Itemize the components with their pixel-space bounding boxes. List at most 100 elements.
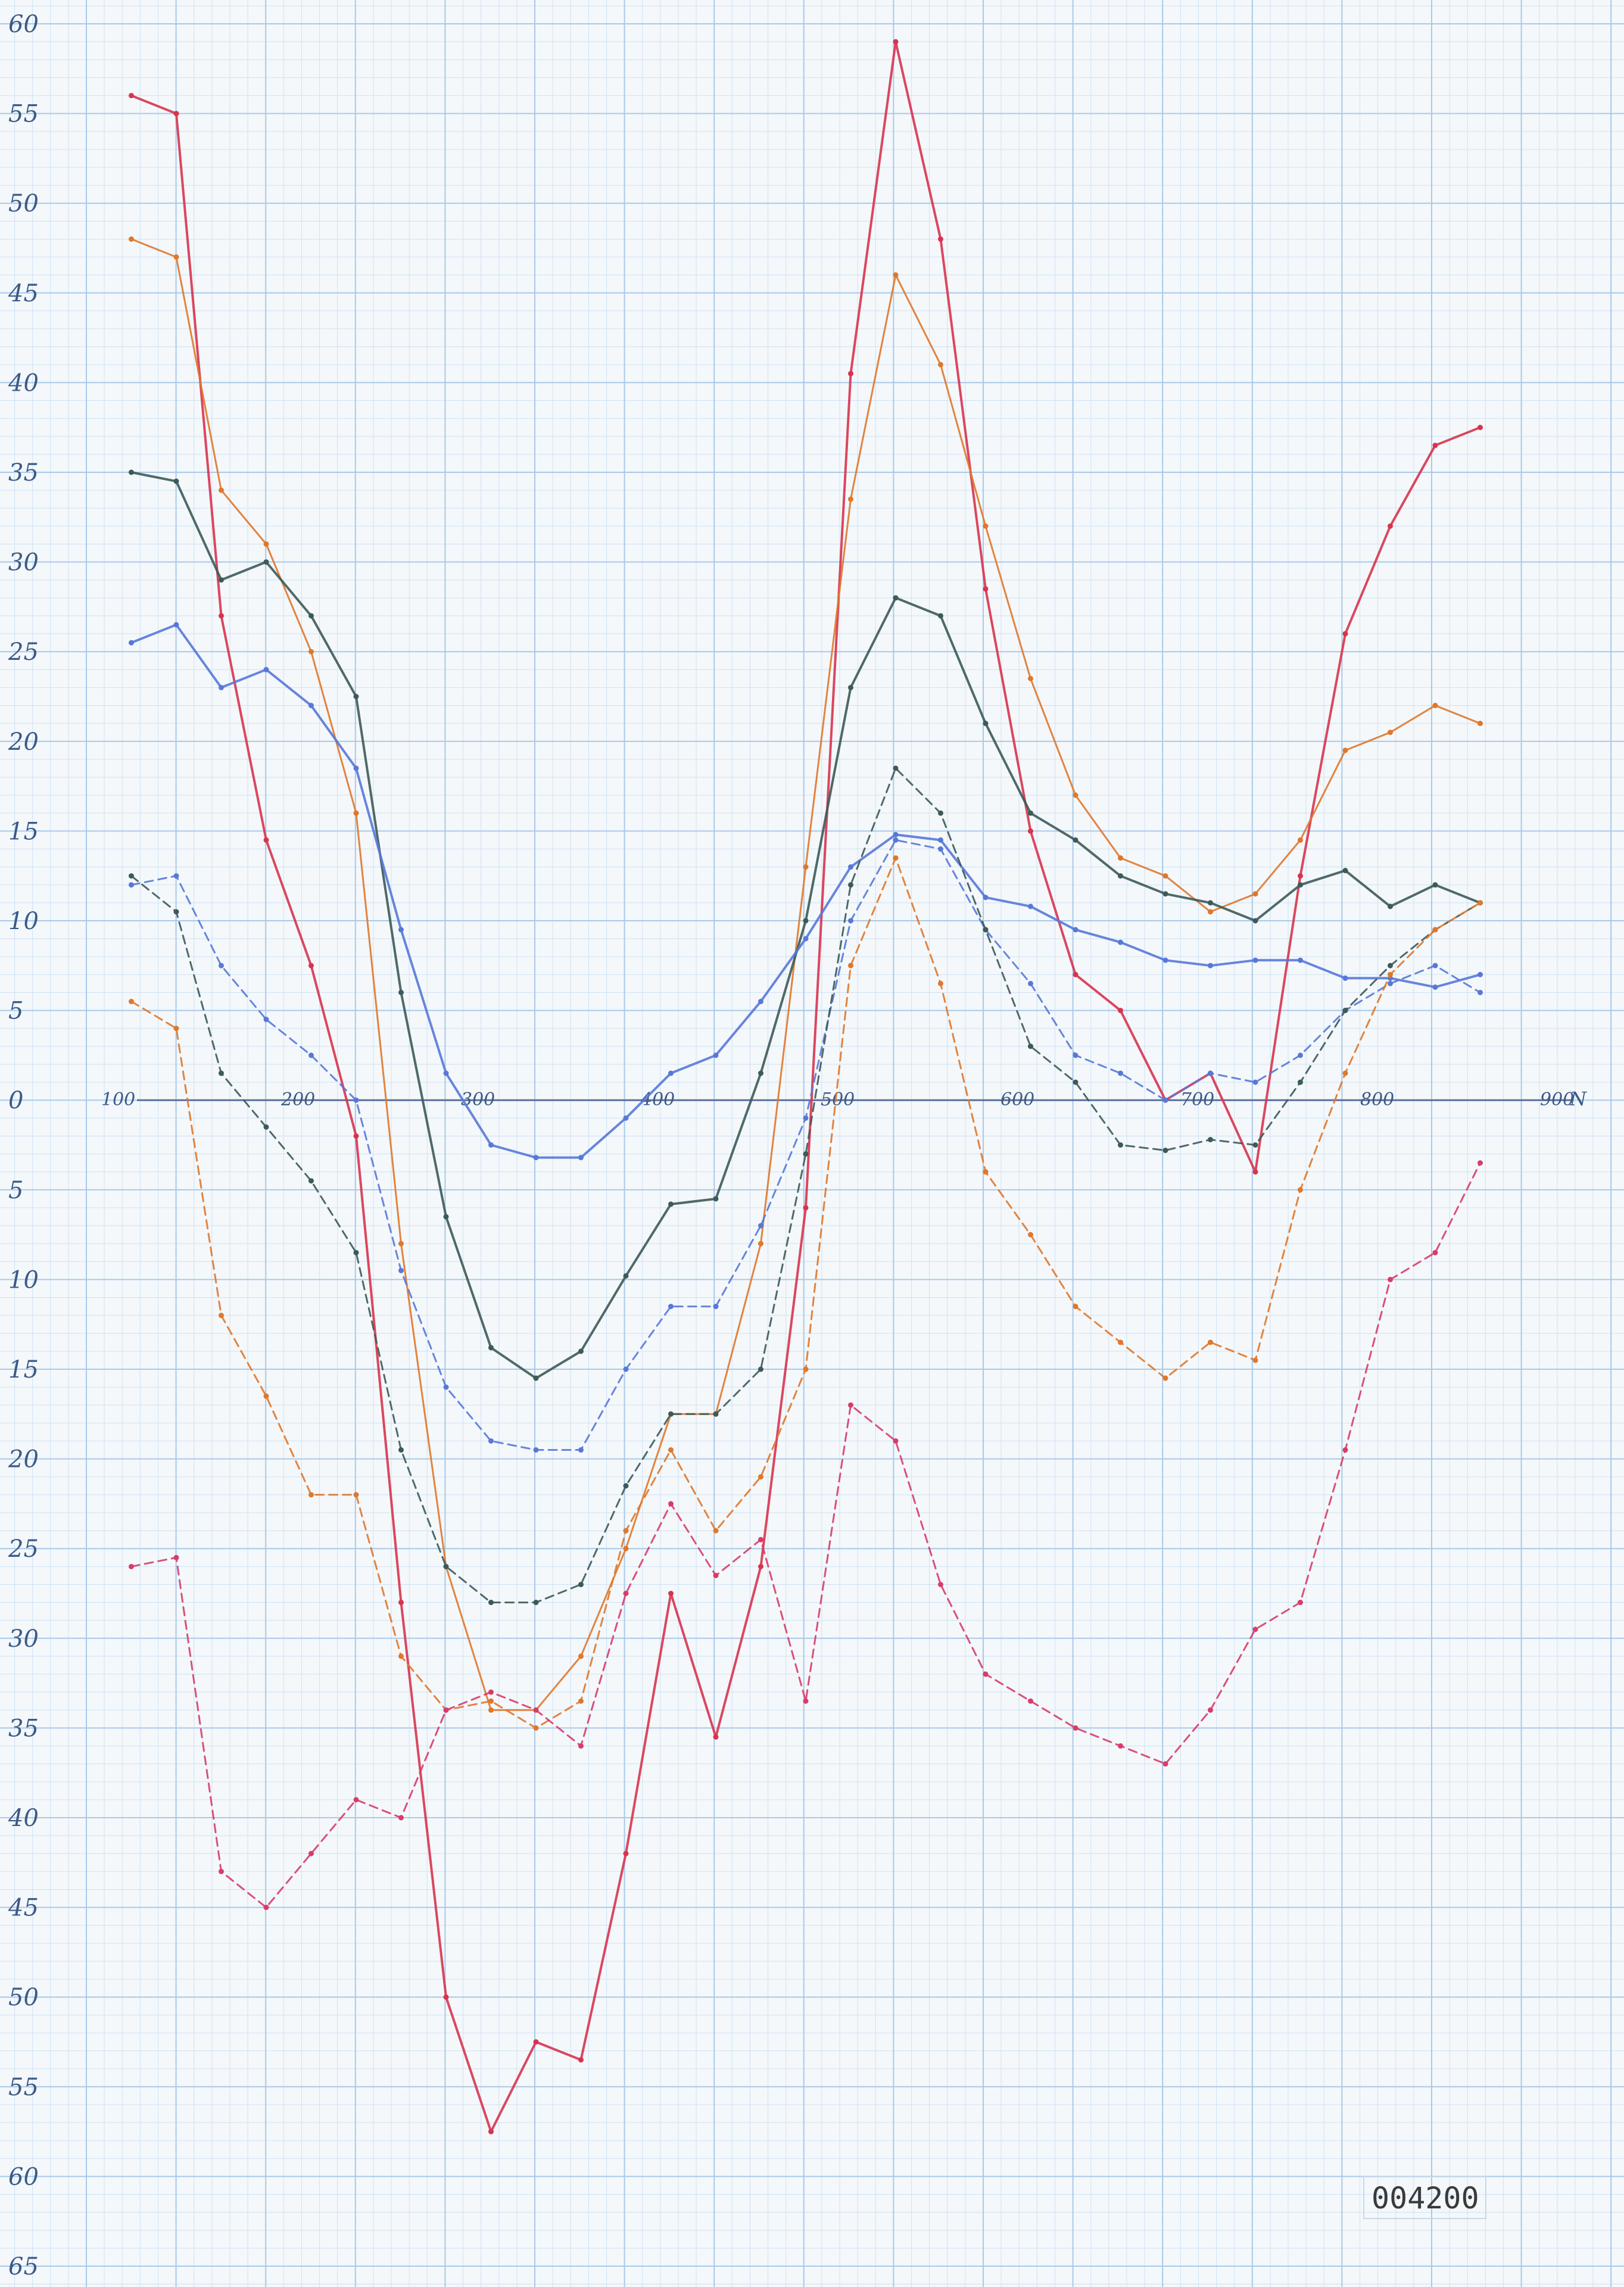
data-point <box>1298 1600 1303 1606</box>
stamp-box <box>1363 2176 1486 2219</box>
data-point <box>488 2129 494 2135</box>
data-point <box>308 703 314 709</box>
data-point <box>1073 927 1078 933</box>
data-point <box>1162 1097 1168 1103</box>
series-4 <box>129 622 1483 1161</box>
data-point <box>1298 957 1303 963</box>
data-point <box>1342 868 1348 874</box>
data-point <box>263 1393 269 1399</box>
data-point <box>623 1528 629 1534</box>
data-point <box>1208 1339 1213 1345</box>
data-point <box>219 1070 224 1076</box>
data-point <box>219 684 224 690</box>
data-point <box>803 1366 809 1372</box>
data-point <box>713 1304 719 1310</box>
data-point <box>263 1124 269 1130</box>
data-point <box>668 1201 674 1207</box>
data-point <box>983 927 989 933</box>
data-point <box>263 1017 269 1023</box>
data-point <box>1162 1761 1168 1767</box>
data-point <box>308 1178 314 1184</box>
data-point <box>668 1447 674 1453</box>
data-point <box>578 1653 584 1659</box>
data-point <box>938 846 943 852</box>
y-tick-label: 35 <box>8 459 39 487</box>
data-point <box>398 1267 404 1273</box>
data-point <box>1118 1339 1123 1345</box>
data-point <box>1252 1142 1258 1148</box>
y-tick-label: 40 <box>8 1805 39 1832</box>
data-point <box>713 1052 719 1058</box>
data-point <box>983 1169 989 1175</box>
data-point <box>938 362 943 367</box>
data-point <box>983 1671 989 1677</box>
data-point <box>129 236 134 242</box>
data-point <box>1118 1070 1123 1076</box>
data-point <box>938 837 943 843</box>
data-point <box>353 1492 359 1498</box>
data-point <box>758 1474 763 1480</box>
data-point <box>1028 1698 1033 1704</box>
y-tick-labels: 6055504540353025201510505101520253035404… <box>8 11 39 2280</box>
data-point <box>353 765 359 771</box>
data-point <box>713 1411 719 1417</box>
data-point <box>578 1581 584 1587</box>
data-point <box>1028 1232 1033 1238</box>
y-tick-label: 45 <box>8 1895 39 1922</box>
y-tick-label: 0 <box>8 1087 23 1114</box>
data-point <box>173 111 179 117</box>
series-7 <box>129 855 1483 1731</box>
x-tick-label: 700 <box>1180 1089 1214 1110</box>
data-point <box>173 909 179 915</box>
y-tick-label: 60 <box>8 2163 39 2191</box>
data-point <box>938 980 943 986</box>
data-point <box>1388 730 1393 736</box>
data-point <box>893 272 899 278</box>
data-point <box>623 1273 629 1279</box>
y-tick-label: 20 <box>8 728 39 756</box>
data-point <box>533 1725 539 1731</box>
data-point <box>668 1591 674 1596</box>
data-point <box>129 92 134 98</box>
data-point <box>353 1133 359 1139</box>
data-point <box>758 1366 763 1372</box>
data-point <box>488 1438 494 1444</box>
stamp-text: 004200 <box>1371 2181 1479 2216</box>
data-point <box>578 1155 584 1161</box>
data-point <box>623 1591 629 1596</box>
data-point <box>263 541 269 547</box>
data-point <box>578 1698 584 1704</box>
data-point <box>219 613 224 619</box>
data-point <box>1342 1447 1348 1453</box>
data-point <box>173 622 179 628</box>
data-point <box>1342 747 1348 753</box>
data-point <box>1118 873 1123 879</box>
data-point <box>803 1698 809 1704</box>
data-point <box>443 1384 449 1390</box>
data-point <box>129 873 134 879</box>
data-point <box>1073 792 1078 798</box>
data-point <box>129 1563 134 1569</box>
data-point <box>488 1698 494 1704</box>
data-point <box>533 1600 539 1606</box>
data-point <box>129 999 134 1005</box>
data-point <box>578 2057 584 2063</box>
x-tick-label: 800 <box>1360 1089 1394 1110</box>
x-tick-label: 500 <box>821 1089 855 1110</box>
data-point <box>1118 939 1123 945</box>
data-point <box>1162 957 1168 963</box>
data-point <box>443 1994 449 2000</box>
data-point <box>848 496 853 502</box>
x-tick-label: 200 <box>280 1089 315 1110</box>
data-point <box>1208 1136 1213 1142</box>
data-point <box>1432 984 1438 990</box>
data-point <box>893 831 899 837</box>
data-point <box>803 1151 809 1157</box>
data-point <box>1028 810 1033 816</box>
data-point <box>1028 903 1033 909</box>
data-point <box>623 1483 629 1489</box>
data-point <box>398 1653 404 1659</box>
data-point <box>1298 882 1303 888</box>
data-point <box>578 1447 584 1453</box>
